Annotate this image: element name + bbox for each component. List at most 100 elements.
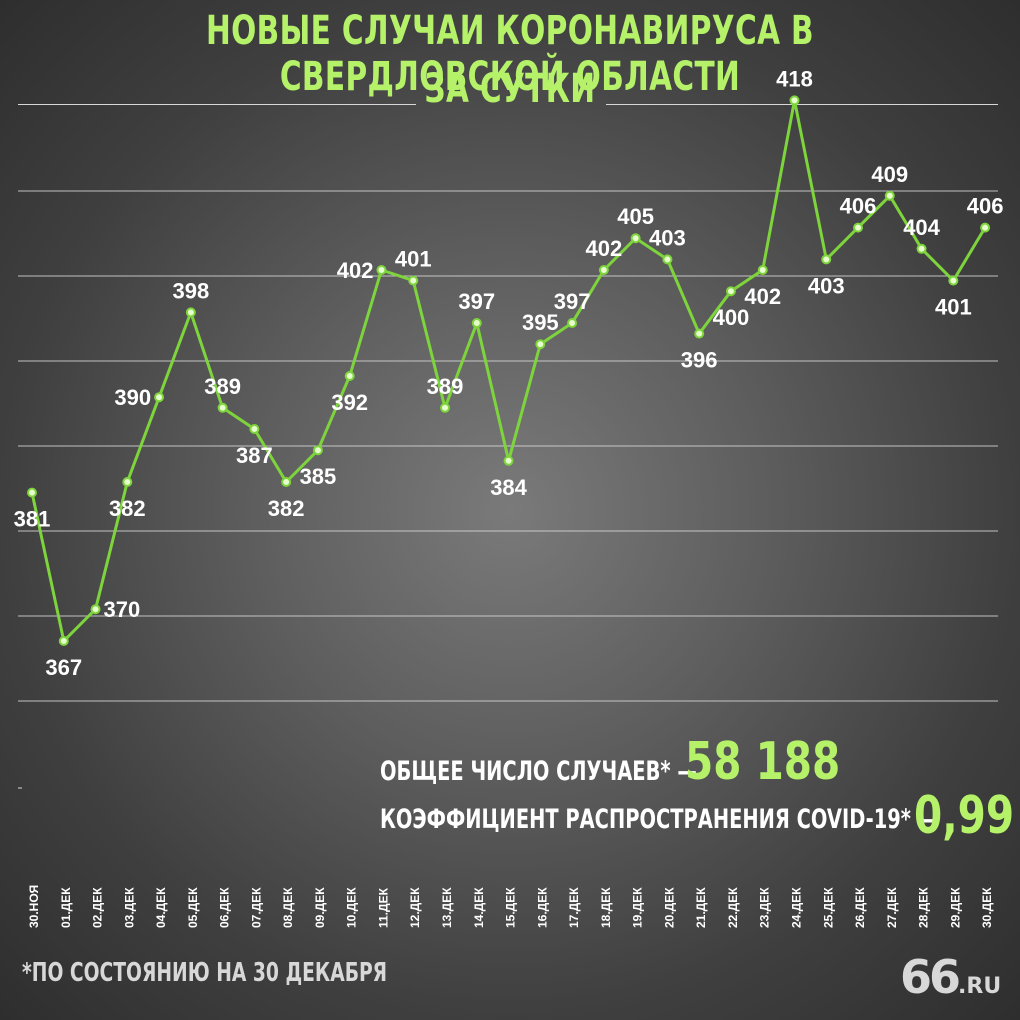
x-tick-label-16: 16.ДЕК [535, 887, 549, 928]
data-label-19: 405 [617, 204, 654, 229]
x-tick-label-24: 24.ДЕК [789, 887, 803, 928]
x-tick-label-19: 19.ДЕК [631, 887, 645, 928]
data-point-17 [567, 318, 578, 328]
x-tick-label-18: 18.ДЕК [599, 887, 613, 928]
title-divider-right [606, 104, 998, 105]
data-point-10 [344, 371, 355, 381]
data-point-3 [122, 477, 133, 487]
data-label-15: 384 [490, 475, 527, 500]
data-point-30 [980, 222, 991, 233]
site-logo[interactable]: 66.RU [900, 950, 1001, 1004]
total-cases-label: ОБЩЕЕ ЧИСЛО СЛУЧАЕВ* — [380, 756, 697, 787]
data-label-5: 398 [172, 278, 209, 303]
data-label-10: 392 [331, 390, 368, 415]
data-point-18 [598, 265, 609, 275]
x-tick-label-12: 12.ДЕК [408, 887, 422, 928]
data-point-26 [853, 222, 864, 233]
data-label-2: 370 [104, 597, 141, 622]
data-point-21 [694, 328, 705, 339]
x-tick-label-25: 25.ДЕК [821, 887, 835, 928]
series-line [30, 98, 987, 643]
data-point-1 [58, 636, 69, 646]
x-tick-label-5: 05.ДЕК [186, 887, 200, 928]
data-label-6: 389 [204, 374, 241, 399]
data-point-19 [630, 233, 641, 244]
total-cases-row: ОБЩЕЕ ЧИСЛО СЛУЧАЕВ* — 58 188 [380, 732, 840, 792]
x-tick-label-28: 28.ДЕК [917, 887, 931, 928]
chart-title-line-2: ЗА СУТКИ [424, 66, 596, 112]
data-point-27 [884, 190, 895, 201]
data-point-14 [471, 318, 482, 328]
x-tick-label-14: 14.ДЕК [472, 887, 486, 928]
data-point-6 [217, 402, 228, 413]
data-label-24: 418 [776, 66, 813, 91]
data-label-29: 401 [935, 295, 972, 320]
data-label-17: 397 [554, 289, 591, 314]
data-point-29 [948, 275, 959, 286]
title-divider-left [18, 104, 416, 105]
data-label-3: 382 [109, 496, 146, 521]
data-point-16 [535, 339, 546, 350]
data-point-13 [440, 402, 451, 413]
data-point-0 [27, 487, 37, 498]
data-point-15 [503, 455, 514, 466]
data-point-22 [725, 286, 736, 297]
data-point-2 [90, 604, 101, 615]
data-label-14: 397 [458, 289, 495, 314]
data-label-7: 387 [236, 443, 273, 468]
data-point-9 [312, 445, 323, 456]
data-label-8: 382 [268, 496, 305, 521]
x-tick-label-4: 04.ДЕК [154, 887, 168, 928]
logo-suffix: .RU [958, 974, 1002, 999]
spread-rate-label: КОЭФФИЦИЕНТ РАСПРОСТРАНЕНИЯ COVID-19* — [380, 804, 938, 835]
data-label-1: 367 [45, 655, 82, 680]
data-point-5 [185, 307, 196, 318]
data-label-12: 401 [395, 247, 432, 272]
data-label-28: 404 [903, 215, 940, 240]
data-point-23 [757, 265, 768, 275]
x-tick-label-26: 26.ДЕК [853, 887, 867, 928]
x-tick-label-30: 30.ДЕК [980, 887, 994, 928]
data-label-27: 409 [871, 162, 908, 187]
x-tick-label-9: 09.ДЕК [313, 887, 327, 928]
data-label-11: 402 [337, 258, 374, 283]
data-label-21: 396 [681, 348, 718, 373]
x-tick-label-3: 03.ДЕК [122, 887, 136, 928]
data-label-0: 381 [14, 507, 51, 532]
data-point-25 [821, 254, 832, 265]
data-label-20: 403 [649, 225, 686, 250]
data-label-9: 385 [300, 464, 337, 489]
logo-main: 66 [900, 950, 961, 1004]
data-point-4 [154, 392, 165, 403]
x-tick-label-22: 22.ДЕК [726, 887, 740, 928]
x-tick-label-8: 08.ДЕК [281, 887, 295, 928]
x-tick-label-2: 02.ДЕК [91, 887, 105, 928]
x-tick-label-11: 11.ДЕК [376, 887, 390, 928]
x-tick-label-7: 07.ДЕК [249, 887, 263, 928]
data-point-11 [376, 265, 387, 275]
x-tick-label-10: 10.ДЕК [345, 887, 359, 928]
x-tick-label-1: 01.ДЕК [59, 887, 73, 928]
x-tick-label-17: 17.ДЕК [567, 887, 581, 928]
data-label-25: 403 [808, 273, 845, 298]
data-point-12 [408, 275, 419, 286]
x-tick-label-21: 21.ДЕК [694, 887, 708, 928]
x-tick-label-29: 29.ДЕК [948, 887, 962, 928]
total-cases-value: 58 188 [685, 732, 841, 792]
data-point-28 [916, 243, 927, 254]
x-tick-label-27: 27.ДЕК [885, 887, 899, 928]
data-label-18: 402 [586, 236, 623, 261]
data-label-22: 400 [713, 305, 750, 330]
x-tick-label-23: 23.ДЕК [758, 887, 772, 928]
x-tick-label-13: 13.ДЕК [440, 887, 454, 928]
data-label-13: 389 [427, 374, 464, 399]
data-point-8 [281, 477, 292, 487]
x-tick-label-0: 30.НОЯ [27, 885, 41, 928]
data-label-4: 390 [114, 385, 151, 410]
chart-title-line-1: НОВЫЕ СЛУЧАИ КОРОНАВИРУСА В СВЕРДЛОВСКОЙ… [206, 8, 814, 100]
data-label-26: 406 [840, 194, 877, 219]
spread-rate-value: 0,99 [914, 786, 1015, 846]
data-label-16: 395 [522, 310, 559, 335]
spread-rate-row: КОЭФФИЦИЕНТ РАСПРОСТРАНЕНИЯ COVID-19* — … [380, 786, 1020, 846]
